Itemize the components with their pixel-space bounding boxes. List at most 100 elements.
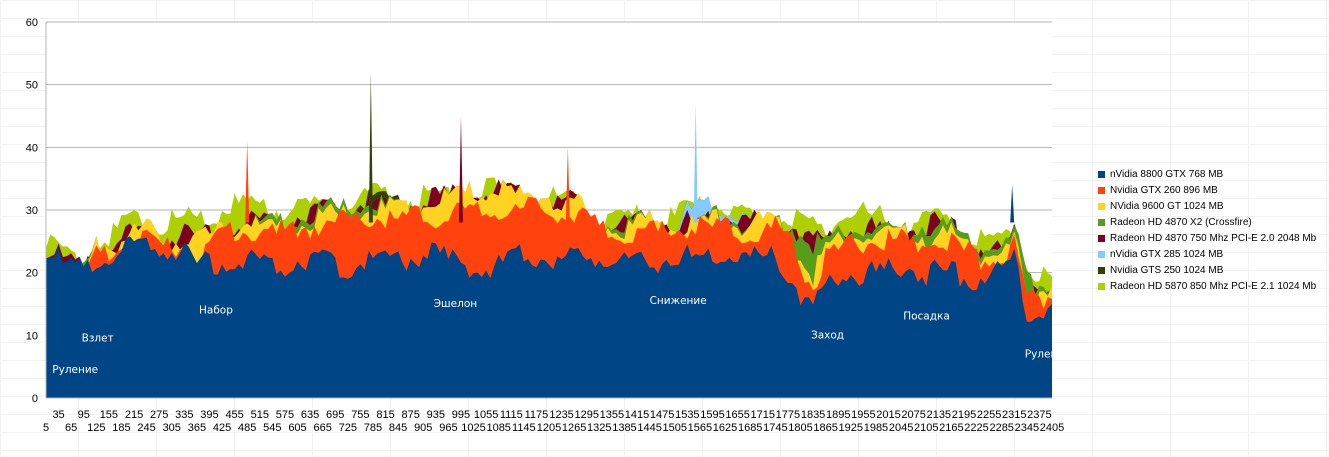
x-tick-label: 815	[376, 409, 394, 421]
x-tick-label: 965	[439, 422, 457, 434]
y-tick-label: 40	[26, 142, 38, 154]
x-tick-label: 365	[188, 422, 206, 434]
x-tick-label: 455	[225, 409, 243, 421]
y-tick-label: 20	[26, 268, 38, 280]
x-tick-label: 1235	[549, 409, 573, 421]
legend-label: Nvidia GTX 260 896 MB	[1110, 184, 1218, 196]
x-tick-label: 2405	[1040, 422, 1064, 434]
legend-item: Nvidia GTX 260 896 MB	[1098, 182, 1316, 198]
legend-swatch	[1098, 218, 1105, 226]
x-tick-label: 2345	[1015, 422, 1039, 434]
x-tick-label: 2075	[901, 409, 925, 421]
spike-radeon-hd-4870-750-mhz-pci-e-2-0-2048-mb	[458, 116, 463, 223]
x-tick-label: 335	[175, 409, 193, 421]
legend-swatch	[1098, 186, 1105, 194]
x-tick-label: 785	[364, 422, 382, 434]
x-tick-label: 2255	[977, 409, 1001, 421]
y-tick-label: 30	[26, 205, 38, 217]
x-tick-label: 1535	[675, 409, 699, 421]
x-tick-label: 1295	[574, 409, 598, 421]
x-tick-label: 575	[276, 409, 294, 421]
phase-label: Посадка	[903, 311, 950, 323]
x-tick-label: 2045	[889, 422, 913, 434]
x-tick-label: 395	[200, 409, 218, 421]
x-tick-label: 35	[52, 409, 64, 421]
x-tick-label: 515	[251, 409, 269, 421]
x-tick-label: 1175	[525, 409, 549, 421]
x-tick-label: 1655	[725, 409, 749, 421]
spike-nvidia-gtx-260-896-mb	[565, 147, 570, 223]
y-tick-label: 50	[26, 80, 38, 92]
x-tick-label: 1115	[500, 409, 523, 421]
series-areas	[46, 177, 1052, 398]
y-tick-label: 10	[26, 330, 38, 342]
x-tick-label: 935	[427, 409, 445, 421]
x-tick-label: 185	[112, 422, 130, 434]
x-tick-label: 2285	[989, 422, 1013, 434]
area-nvidia-8800-gtx-768-mb	[46, 236, 1052, 398]
x-tick-label: 1325	[587, 422, 611, 434]
x-tick-label: 125	[87, 422, 105, 434]
legend-swatch	[1098, 202, 1105, 210]
x-tick-label: 2195	[952, 409, 976, 421]
x-tick-label: 1715	[751, 409, 775, 421]
x-tick-label: 275	[150, 409, 168, 421]
x-tick-label: 215	[125, 409, 143, 421]
x-tick-label: 65	[65, 422, 77, 434]
x-tick-label: 1895	[826, 409, 850, 421]
x-tick-label: 95	[78, 409, 90, 421]
legend-item: Radeon HD 4870 X2 (Crossfire)	[1098, 214, 1316, 230]
x-tick-label: 1505	[663, 422, 687, 434]
legend-swatch	[1098, 234, 1105, 242]
x-tick-label: 1805	[788, 422, 812, 434]
x-tick-label: 1265	[562, 422, 586, 434]
legend-swatch	[1098, 250, 1105, 258]
x-tick-label: 1775	[776, 409, 800, 421]
x-tick-label: 1355	[600, 409, 624, 421]
phase-annotations: Руление Взлет Набор Эшелон Снижение Заход Поса…	[52, 295, 1070, 376]
phase-label: Снижение	[650, 295, 707, 307]
x-tick-label: 1595	[700, 409, 724, 421]
phase-label: Руление	[52, 364, 98, 376]
spike-nvidia-8800-gtx-768-mb	[1010, 184, 1015, 223]
legend-swatch	[1098, 282, 1105, 290]
x-tick-label: 1835	[801, 409, 825, 421]
spike-nvidia-gts-250-1024-mb	[368, 72, 373, 223]
x-tick-label: 2135	[927, 409, 951, 421]
x-tick-label: 1145	[512, 422, 536, 434]
x-tick-label: 665	[313, 422, 331, 434]
x-tick-label: 875	[401, 409, 419, 421]
series-spikes	[245, 72, 1015, 223]
x-tick-label: 155	[100, 409, 118, 421]
legend-label: nVidia GTX 285 1024 MB	[1110, 248, 1224, 260]
phase-label: Набор	[199, 304, 233, 316]
spike-nvidia-gtx-285-1024-mb	[693, 103, 698, 223]
legend-label: nVidia 8800 GTX 768 MB	[1110, 168, 1224, 180]
x-tick-label: 1565	[688, 422, 712, 434]
x-tick-label: 2315	[1002, 409, 1026, 421]
x-tick-label: 695	[326, 409, 344, 421]
x-tick-label: 725	[339, 422, 357, 434]
y-tick-label: 60	[26, 17, 38, 29]
legend-swatch	[1098, 266, 1105, 274]
x-tick-label: 1205	[537, 422, 561, 434]
x-tick-label: 635	[301, 409, 319, 421]
x-tick-label: 1625	[713, 422, 737, 434]
legend-label: Radeon HD 5870 850 Mhz PCI-E 2.1 1024 Mb	[1110, 280, 1317, 292]
y-tick-label: 0	[32, 393, 38, 405]
legend-item: NVidia 9600 GT 1024 MB	[1098, 198, 1316, 214]
x-tick-label: 1415	[625, 409, 649, 421]
spike-nvidia-gtx-260-896-mb	[245, 141, 250, 223]
x-tick-label: 305	[163, 422, 181, 434]
x-tick-label: 1475	[650, 409, 674, 421]
x-tick-label: 1985	[864, 422, 888, 434]
x-tick-label: 5	[43, 422, 49, 434]
legend-label: Radeon HD 4870 750 Mhz PCI-E 2.0 2048 Mb	[1110, 232, 1317, 244]
x-tick-label: 905	[414, 422, 432, 434]
legend-label: Nvidia GTS 250 1024 MB	[1110, 264, 1224, 276]
x-tick-label: 485	[238, 422, 256, 434]
legend-swatch	[1098, 170, 1105, 178]
x-tick-label: 1955	[851, 409, 875, 421]
phase-label: Руление	[1025, 348, 1071, 360]
